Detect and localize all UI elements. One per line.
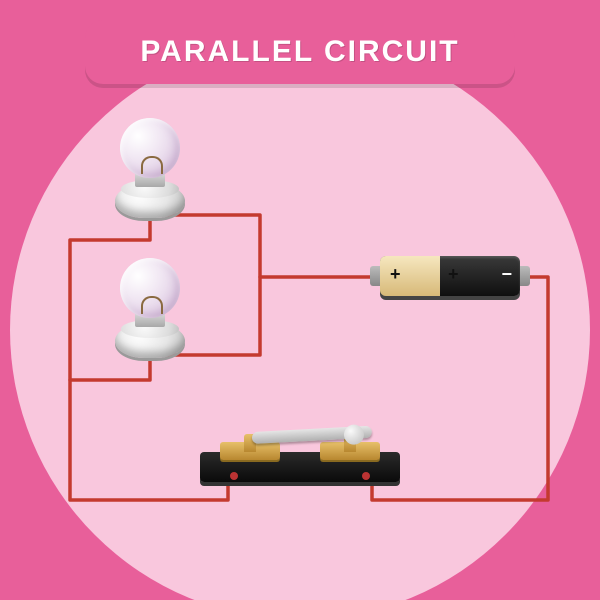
- battery: + −: [370, 248, 530, 304]
- lightbulb-top: [115, 118, 185, 228]
- parallel-circuit-infographic: PARALLEL CIRCUIT + −: [0, 0, 600, 600]
- title-text: PARALLEL CIRCUIT: [140, 35, 459, 69]
- title-bar: PARALLEL CIRCUIT: [85, 20, 515, 84]
- background-circle: [10, 40, 590, 600]
- lightbulb-bottom: [115, 258, 185, 368]
- battery-minus-label: −: [501, 264, 512, 285]
- battery-plus-label: +: [448, 264, 459, 285]
- knife-switch: [200, 430, 400, 488]
